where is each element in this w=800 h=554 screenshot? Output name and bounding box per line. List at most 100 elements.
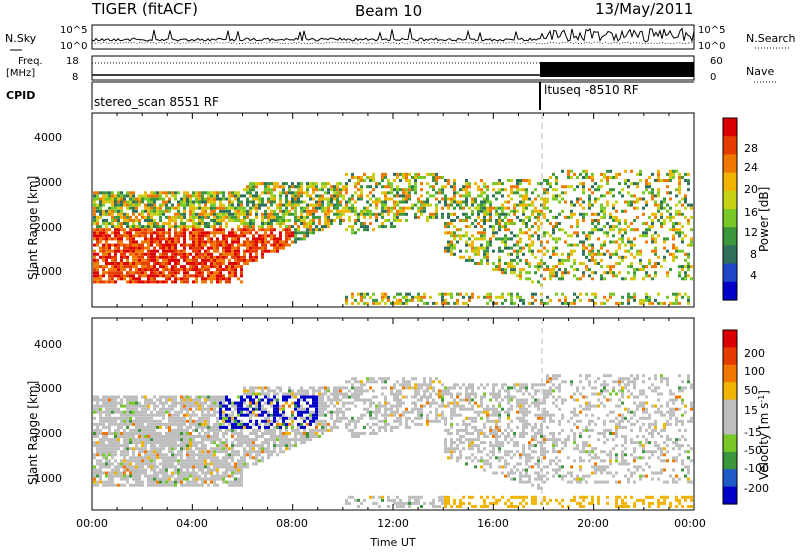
heatmap-cell <box>456 234 459 238</box>
heatmap-cell <box>171 428 174 432</box>
heatmap-cell <box>204 200 207 204</box>
heatmap-cell <box>213 197 216 201</box>
heatmap-cell <box>141 200 144 204</box>
heatmap-cell <box>297 407 300 411</box>
heatmap-cell <box>306 389 309 393</box>
heatmap-cell <box>621 258 624 262</box>
heatmap-cell <box>204 450 207 454</box>
heatmap-cell <box>165 240 168 244</box>
heatmap-cell <box>225 413 228 417</box>
heatmap-cell <box>519 194 522 198</box>
heatmap-cell <box>129 410 132 414</box>
heatmap-cell <box>306 410 309 414</box>
heatmap-cell <box>330 219 333 222</box>
heatmap-cell <box>237 191 240 195</box>
heatmap-cell <box>108 398 111 402</box>
heatmap-cell <box>558 277 561 281</box>
heatmap-cell <box>132 401 135 405</box>
heatmap-cell <box>159 395 162 399</box>
heatmap-cell <box>273 392 276 396</box>
heatmap-cell <box>609 292 612 296</box>
heatmap-cell <box>201 477 204 481</box>
heatmap-cell <box>366 292 369 296</box>
heatmap-cell <box>195 422 198 426</box>
heatmap-cell <box>258 182 261 186</box>
heatmap-cell <box>132 222 135 225</box>
heatmap-cell <box>162 413 165 417</box>
heatmap-cell <box>183 483 186 487</box>
heatmap-cell <box>222 425 225 429</box>
heatmap-cell <box>102 453 105 457</box>
heatmap-cell <box>339 188 342 192</box>
heatmap-cell <box>408 179 411 182</box>
heatmap-cell <box>576 225 579 229</box>
heatmap-cell <box>423 203 426 207</box>
heatmap-cell <box>231 471 234 475</box>
heatmap-cell <box>225 480 228 484</box>
heatmap-cell <box>303 432 306 435</box>
heatmap-cell <box>153 456 156 460</box>
heatmap-cell <box>147 265 150 269</box>
heatmap-cell <box>252 203 255 207</box>
heatmap-cell <box>147 274 150 278</box>
heatmap-cell <box>366 185 369 189</box>
heatmap-cell <box>210 280 213 284</box>
heatmap-cell <box>117 444 120 448</box>
heatmap-cell <box>225 215 228 219</box>
heatmap-cell <box>210 435 213 438</box>
heatmap-cell <box>159 425 162 429</box>
heatmap-cell <box>645 274 648 278</box>
heatmap-cell <box>504 271 507 275</box>
heatmap-cell <box>102 265 105 269</box>
heatmap-cell <box>186 395 189 399</box>
heatmap-cell <box>495 197 498 201</box>
heatmap-cell <box>216 265 219 269</box>
heatmap-cell <box>162 197 165 201</box>
heatmap-cell <box>435 206 438 210</box>
heatmap-cell <box>432 215 435 219</box>
heatmap-cell <box>654 237 657 241</box>
heatmap-cell <box>510 222 513 225</box>
heatmap-cell <box>180 416 183 420</box>
heatmap-cell <box>207 222 210 225</box>
heatmap-cell <box>219 474 222 478</box>
heatmap-cell <box>579 240 582 244</box>
heatmap-cell <box>216 450 219 454</box>
heatmap-cell <box>516 203 519 207</box>
heatmap-cell <box>96 209 99 213</box>
heatmap-cell <box>600 172 603 176</box>
heatmap-cell <box>663 301 666 305</box>
heatmap-cell <box>273 413 276 417</box>
heatmap-cell <box>183 222 186 225</box>
heatmap-cell <box>588 188 591 192</box>
heatmap-cell <box>129 271 132 275</box>
heatmap-cell <box>264 237 267 241</box>
heatmap-cell <box>312 206 315 210</box>
heatmap-cell <box>213 465 216 469</box>
heatmap-cell <box>171 271 174 275</box>
heatmap-cell <box>219 258 222 262</box>
heatmap-cell <box>648 295 651 299</box>
heatmap-cell <box>144 468 147 472</box>
heatmap-cell <box>462 188 465 192</box>
heatmap-cell <box>138 231 141 235</box>
heatmap-cell <box>111 274 114 278</box>
heatmap-cell <box>162 252 165 256</box>
heatmap-cell <box>495 209 498 213</box>
heatmap-cell <box>624 249 627 253</box>
heatmap-cell <box>675 301 678 305</box>
heatmap-cell <box>150 413 153 417</box>
heatmap-cell <box>480 237 483 241</box>
heatmap-cell <box>147 483 150 487</box>
heatmap-cell <box>525 222 528 225</box>
heatmap-cell <box>561 277 564 281</box>
heatmap-cell <box>99 471 102 475</box>
heatmap-cell <box>144 191 147 195</box>
heatmap-cell <box>183 277 186 281</box>
heatmap-cell <box>291 231 294 235</box>
heatmap-cell <box>123 228 126 232</box>
heatmap-cell <box>681 225 684 229</box>
heatmap-cell <box>204 444 207 448</box>
heatmap-cell <box>222 203 225 207</box>
heatmap-cell <box>240 410 243 414</box>
